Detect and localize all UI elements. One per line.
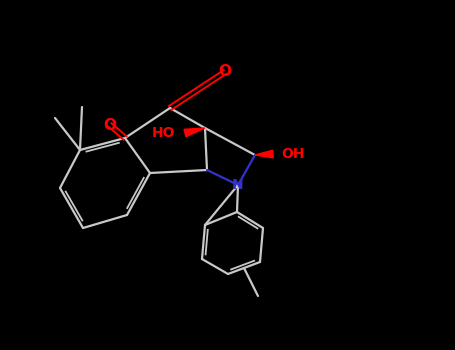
- Text: HO: HO: [152, 126, 175, 140]
- Polygon shape: [255, 150, 273, 158]
- Text: OH: OH: [281, 147, 304, 161]
- Polygon shape: [184, 128, 205, 137]
- Text: O: O: [218, 64, 232, 79]
- Text: N: N: [232, 178, 244, 192]
- Text: O: O: [103, 118, 116, 133]
